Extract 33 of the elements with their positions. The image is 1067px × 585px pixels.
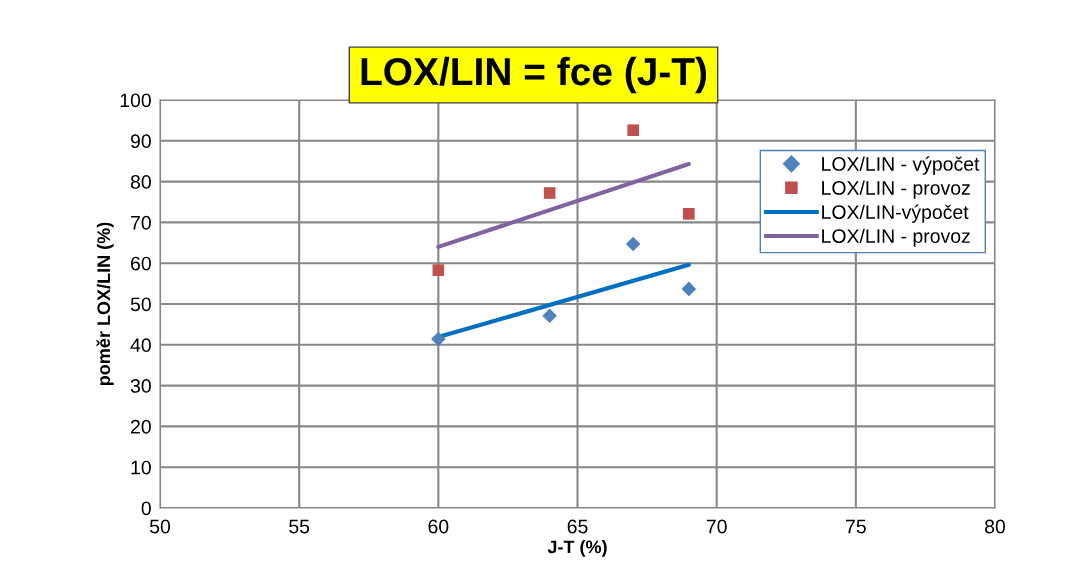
y-tick-label: 80 <box>130 175 151 189</box>
y-tick-label: 60 <box>131 256 151 271</box>
x-tick-label: 65 <box>567 519 588 534</box>
x-axis-title: J-T (%) <box>547 540 607 557</box>
y-tick-label: 0 <box>141 501 151 516</box>
y-tick-label: 90 <box>130 134 151 149</box>
x-tick-label: 70 <box>706 519 727 534</box>
y-tick-label: 20 <box>131 419 151 434</box>
point <box>543 187 556 199</box>
point <box>432 264 445 276</box>
x-tick-label: 60 <box>428 519 449 534</box>
x-tick-label: 75 <box>846 519 866 534</box>
point <box>627 124 639 136</box>
legend-label: LOX/LIN-výpočet <box>822 204 969 223</box>
y-tick-label: 30 <box>130 379 151 393</box>
point <box>625 236 641 252</box>
legend-label: LOX/LIN - výpočet <box>822 156 980 175</box>
y-tick-label: 10 <box>131 460 151 475</box>
point <box>683 208 695 220</box>
y-tick-label: 50 <box>130 297 151 312</box>
y-tick-label: 70 <box>131 215 151 230</box>
point <box>681 281 697 297</box>
x-tick-label: 55 <box>289 519 310 534</box>
y-axis-title: poměr LOX/LIN (%) <box>96 222 114 386</box>
point <box>542 308 557 324</box>
legend-label: LOX/LIN - provoz <box>822 180 970 199</box>
x-tick-label: 80 <box>985 519 1006 534</box>
point <box>431 331 446 347</box>
x-tick-label: 50 <box>149 519 171 534</box>
chart-title: LOX/LIN = fce (J-T) <box>361 56 707 94</box>
legend-label: LOX/LIN - provoz <box>822 228 970 247</box>
y-tick-label: 40 <box>130 338 151 353</box>
y-tick-label: 100 <box>120 93 151 108</box>
